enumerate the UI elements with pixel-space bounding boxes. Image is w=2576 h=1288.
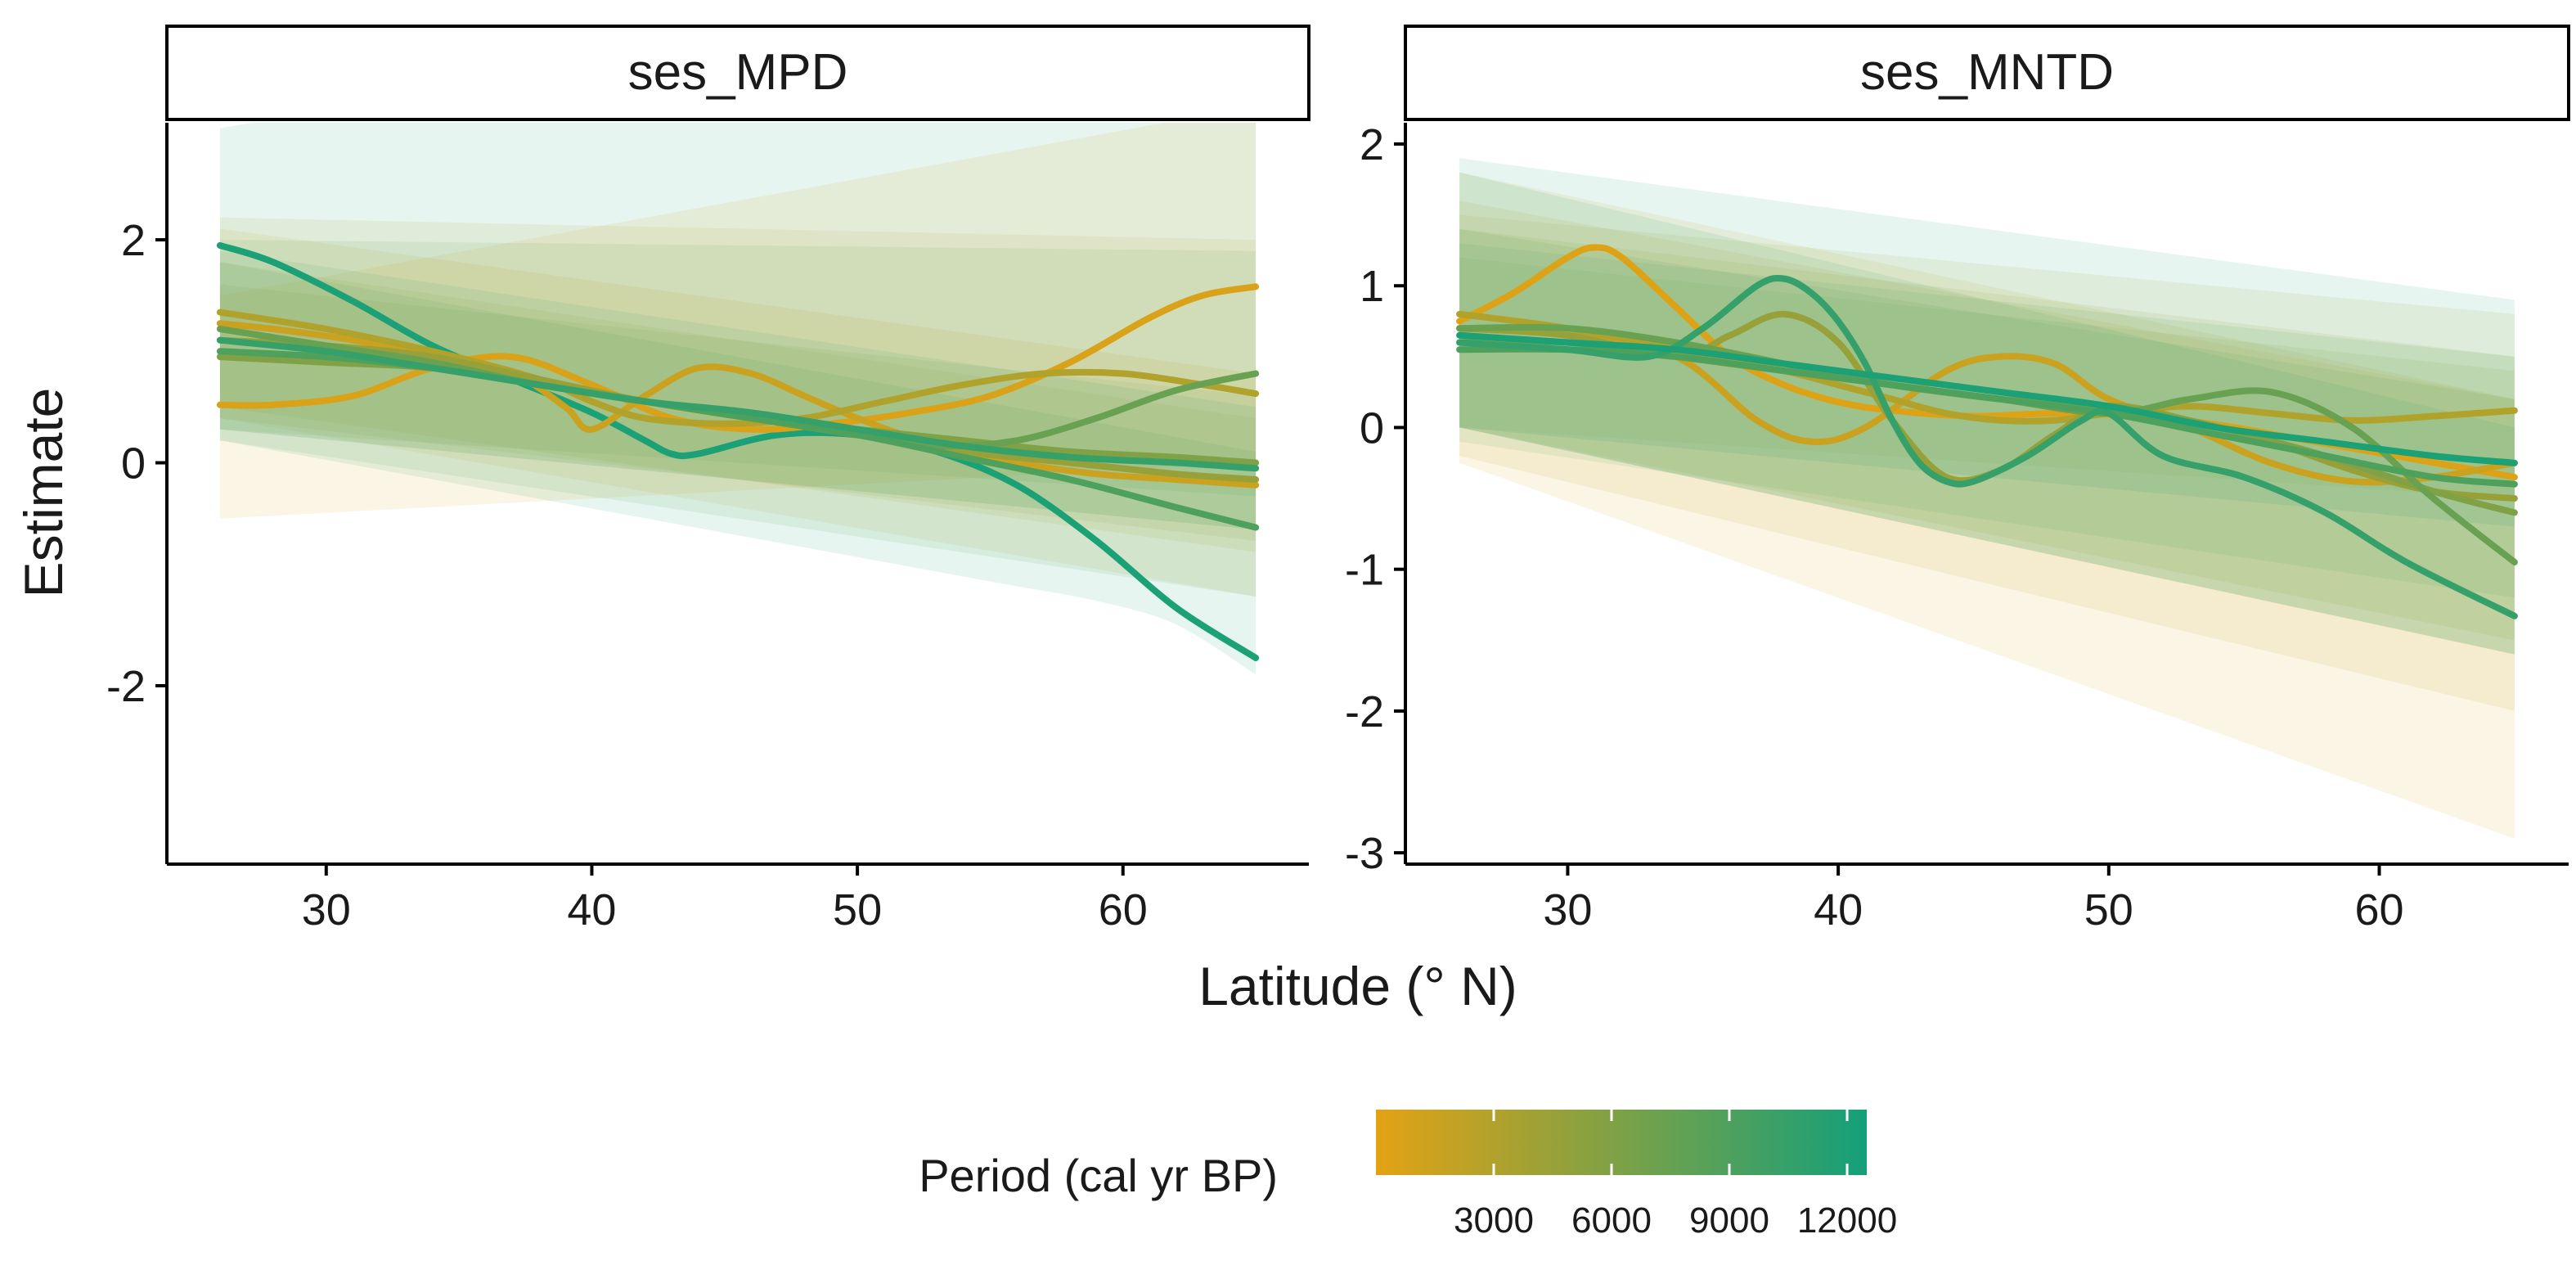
axes-ses-mntd: 30 40 50 60 -3 -2 -1 0 1 2 [1345, 120, 2569, 934]
legend-break-label: 12000 [1797, 1200, 1897, 1241]
y-tick-label: 2 [1360, 120, 1384, 169]
strip-label-ses-mntd: ses_MNTD [1860, 44, 2114, 101]
y-tick-label: -2 [106, 662, 146, 711]
x-tick-label: 40 [1814, 885, 1863, 934]
y-tick-label: -1 [1345, 546, 1384, 595]
x-tick-label: 60 [2354, 885, 2403, 934]
axes-ses-mpd: 30 40 50 60 -2 0 2 [106, 123, 1309, 934]
plot-area-ses-mpd [216, 123, 1260, 675]
legend: Period (cal yr BP) 3000 6000 9000 12000 [919, 1110, 1897, 1241]
y-tick-label: 0 [1360, 403, 1384, 453]
y-tick-label: 0 [121, 439, 146, 489]
legend-colorbar [1376, 1110, 1867, 1175]
x-tick-label: 50 [2084, 885, 2133, 934]
plot-area-ses-mntd [1456, 158, 2518, 839]
ci-ribbon-0 [219, 123, 1257, 675]
legend-break-label: 9000 [1689, 1200, 1769, 1241]
legend-break-label: 3000 [1454, 1200, 1534, 1241]
x-tick-label: 40 [567, 885, 616, 934]
series-line-8 [216, 336, 1260, 472]
series-line-8 [1456, 331, 2518, 466]
y-tick-label: 1 [1360, 262, 1384, 311]
x-tick-label: 30 [1543, 885, 1592, 934]
series-line-0 [216, 241, 1260, 661]
panel-ses-mntd: ses_MNTD 30 40 50 60 -3 -2 -1 0 1 2 [1345, 25, 2570, 934]
x-tick-label: 30 [302, 885, 351, 934]
ci-ribbon-4 [219, 262, 1257, 541]
strip-label-ses-mpd: ses_MPD [628, 44, 848, 101]
series-line-7 [1456, 274, 2518, 619]
ci-ribbon-1 [219, 123, 1257, 519]
x-tick-label: 50 [833, 885, 882, 934]
panel-ses-mpd: ses_MPD 30 40 50 60 -2 0 2 [106, 25, 1310, 934]
series-line-6 [1456, 345, 2518, 488]
y-tick-label: -3 [1345, 829, 1384, 878]
ci-ribbon-3 [219, 217, 1257, 552]
y-axis-title: Estimate [13, 388, 74, 598]
strip-ses-mpd [165, 25, 1310, 121]
legend-ticks: 3000 6000 9000 12000 [1454, 1110, 1897, 1241]
x-axis-title: Latitude (° N) [1198, 956, 1517, 1016]
ci-ribbon-5 [219, 284, 1257, 530]
y-tick-label: 2 [121, 216, 146, 265]
ci-ribbon-1 [1459, 200, 2515, 711]
series-line-1 [216, 283, 1260, 433]
series-line-3 [216, 308, 1260, 427]
x-tick-label: 60 [1099, 885, 1148, 934]
legend-title: Period (cal yr BP) [919, 1150, 1278, 1201]
legend-break-label: 6000 [1571, 1200, 1652, 1241]
y-tick-label: -2 [1345, 687, 1384, 736]
strip-ses-mntd [1404, 25, 2570, 121]
ci-ribbon-3 [1459, 228, 2515, 641]
